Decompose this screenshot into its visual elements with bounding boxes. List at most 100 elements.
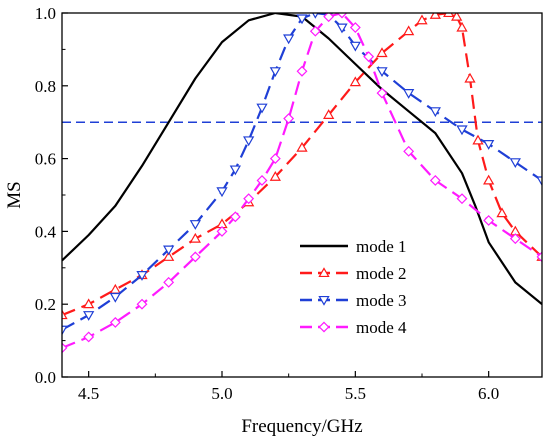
data-point (229, 165, 241, 176)
data-point (83, 331, 95, 343)
data-point (109, 316, 121, 328)
x-tick-label: 6.0 (478, 384, 499, 403)
data-point (136, 271, 148, 281)
data-point (349, 41, 361, 52)
data-point (269, 170, 281, 181)
y-tick-label: 0.8 (35, 77, 56, 96)
data-point (403, 89, 415, 99)
legend-marker (318, 321, 330, 333)
data-point (323, 109, 335, 119)
series-line (62, 13, 542, 331)
data-point (189, 220, 201, 230)
legend-marker (318, 295, 330, 306)
data-point (269, 153, 281, 165)
data-point (309, 25, 321, 37)
legend-item: mode 1 (300, 237, 407, 256)
data-point (349, 22, 361, 34)
data-point (243, 193, 255, 205)
series-line (62, 13, 542, 306)
y-tick-label: 0.2 (35, 295, 56, 314)
data-point (429, 174, 441, 186)
legend-label: mode 2 (356, 264, 407, 283)
data-point (456, 193, 468, 205)
y-tick-label: 0.6 (35, 150, 56, 169)
data-point (296, 141, 308, 152)
data-point (296, 65, 308, 77)
data-point (483, 139, 495, 150)
x-tick-label: 5.0 (211, 384, 232, 403)
data-point (163, 276, 175, 288)
x-axis-title: Frequency/GHz (241, 416, 362, 437)
legend-marker (318, 267, 330, 278)
data-point (416, 14, 428, 25)
data-point (62, 325, 68, 336)
series-mode-3 (62, 13, 542, 336)
data-point (376, 67, 388, 78)
legend-label: mode 1 (356, 237, 407, 256)
data-point (336, 13, 348, 19)
legend: mode 1 mode 2 mode 3 mode 4 (300, 237, 407, 337)
legend-item: mode 2 (300, 264, 407, 283)
series-layer (62, 13, 542, 354)
legend-item: mode 4 (300, 318, 407, 337)
data-point (136, 298, 148, 310)
data-point (349, 76, 361, 87)
data-point (536, 176, 542, 187)
y-tick-label: 1.0 (35, 4, 56, 23)
data-point (109, 292, 121, 303)
data-point (283, 34, 295, 45)
data-point (509, 158, 521, 169)
data-point (229, 211, 241, 223)
data-point (243, 136, 255, 147)
data-point (403, 25, 415, 36)
data-point (216, 187, 228, 198)
series-line (62, 13, 542, 317)
data-point (256, 174, 268, 186)
series-mode-1 (62, 13, 542, 306)
data-point (536, 251, 542, 263)
data-point (62, 342, 68, 354)
y-tick-label: 0.0 (35, 368, 56, 387)
data-point (509, 233, 521, 245)
data-point (336, 23, 348, 34)
legend-item: mode 3 (300, 291, 407, 310)
series-mode-4 (62, 13, 542, 354)
data-point (189, 251, 201, 263)
x-tick-label: 4.5 (78, 384, 99, 403)
x-tick-label: 5.5 (345, 384, 366, 403)
data-point (496, 207, 508, 218)
data-point (483, 215, 495, 226)
plot-frame (61, 12, 543, 378)
series-line (62, 13, 542, 349)
data-point (269, 67, 281, 78)
y-tick-label: 0.4 (35, 222, 57, 241)
data-point (443, 13, 455, 18)
data-point (376, 47, 388, 58)
data-point (429, 13, 441, 19)
data-point (83, 298, 95, 309)
data-point (216, 225, 228, 237)
data-point (456, 21, 468, 32)
data-point (163, 245, 175, 256)
data-point (109, 283, 121, 294)
data-point (483, 174, 495, 185)
data-point (403, 145, 415, 157)
legend-label: mode 3 (356, 291, 407, 310)
data-point (62, 309, 68, 320)
data-point (296, 14, 308, 25)
tick-labels: 4.5 5.0 5.5 6.0 0.0 0.2 0.4 0.6 0.8 1.0 (35, 4, 500, 403)
data-point (323, 13, 335, 23)
data-point (163, 251, 175, 261)
data-point (189, 232, 201, 243)
data-point (451, 13, 463, 21)
data-point (83, 311, 95, 321)
data-point (256, 103, 268, 114)
data-point (456, 125, 468, 136)
data-point (464, 72, 476, 83)
legend-label: mode 4 (356, 318, 407, 337)
data-point (283, 113, 295, 125)
y-axis-title: MS (4, 181, 25, 208)
data-point (429, 107, 441, 118)
data-point (363, 51, 375, 63)
